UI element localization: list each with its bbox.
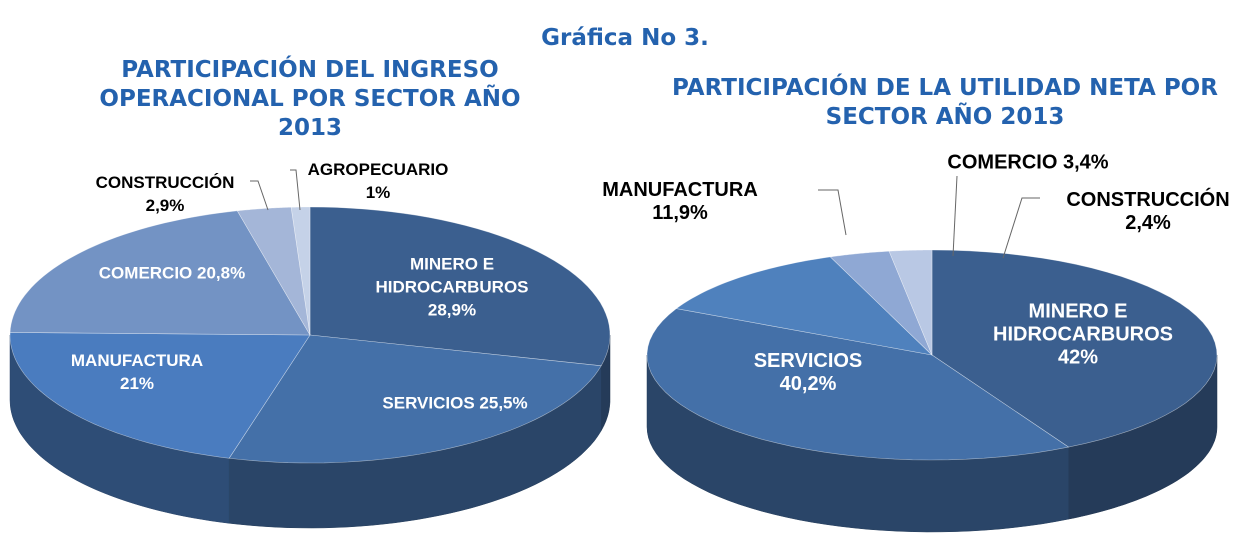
leader-line [1002,197,1040,259]
value-label: 21% [119,374,155,393]
leader-line [250,180,269,211]
slice [9,332,311,459]
slice-label: MINERO E HIDROCARBUROS 28,9% [367,253,537,322]
slice-label: COMERCIO 20,8% [99,262,245,285]
slice [9,210,311,336]
chart-title: PARTICIPACIÓN DEL INGRESO OPERACIONAL PO… [99,57,521,141]
slice [290,206,311,336]
category-name: MANUFACTURA [602,179,758,201]
slice [228,334,602,464]
value-label: 40,2% [779,373,837,395]
slice-label: MANUFACTURA 11,9% [595,179,765,225]
slice [236,207,311,336]
slice [309,206,611,367]
category-name: MANUFACTURA [70,351,204,370]
main-title: Gráfica No 3. [541,25,709,51]
category-name: COMERCIO [98,263,193,283]
slice-label: AGROPECUARIO 1% [293,158,463,204]
category-name: CONSTRUCCIÓN [95,173,235,192]
category-name: MINERO E HIDROCARBUROS [993,300,1173,346]
category-name: MINERO E HIDROCARBUROS [375,254,529,297]
slice [829,250,933,356]
pie [646,249,1218,533]
chart-title: PARTICIPACIÓN DE LA UTILIDAD NETA POR SE… [672,75,1218,130]
leader-line [290,169,301,211]
value-label: 20,8% [197,263,246,283]
pie [9,206,611,529]
category-name: CONSTRUCCIÓN [1066,189,1230,211]
slice-label: COMERCIO 3,4% [947,152,1108,175]
category-name: SERVICIOS [382,393,475,413]
slice [888,249,933,356]
value-label: 2,4% [1125,212,1171,234]
slice-label: MINERO E HIDROCARBUROS 42% [993,300,1173,370]
slice-label: CONSTRUCCIÓN 2,4% [1063,189,1233,235]
category-name: AGROPECUARIO [307,160,449,179]
value-label: 42% [1057,346,1099,369]
slice-label: CONSTRUCCIÓN 2,9% [80,171,250,217]
category-name: COMERCIO [947,151,1058,174]
slice [646,308,1070,461]
value-label: 11,9% [652,202,708,224]
value-label: 1% [365,183,391,202]
slice-label: MANUFACTURA 21% [52,349,222,395]
slice-label: SERVICIOS 40,2% [723,350,893,396]
value-label: 3,4% [1062,151,1109,174]
value-label: 25,5% [479,393,528,413]
leader-line [952,175,958,257]
slice [931,249,1218,448]
slice [675,256,933,356]
leader-line [818,189,847,236]
value-label: 2,9% [145,196,185,215]
slice-label: SERVICIOS 25,5% [382,392,527,415]
value-label: 28,9% [427,300,477,320]
category-name: SERVICIOS [753,350,863,372]
